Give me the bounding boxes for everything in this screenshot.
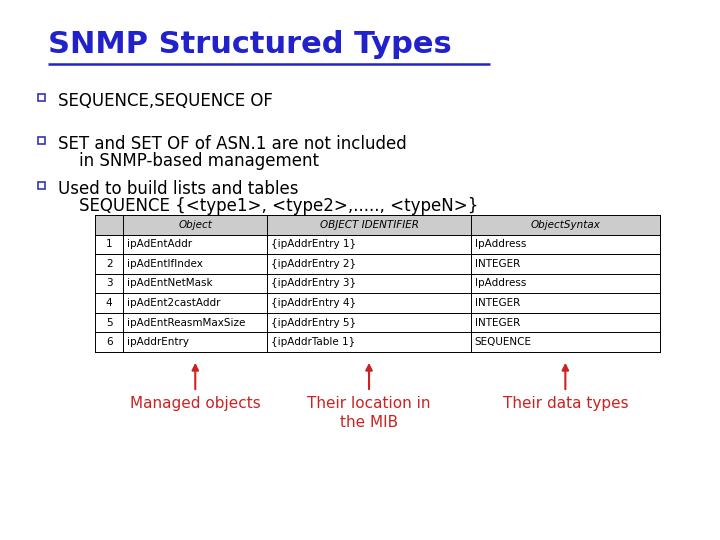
Text: {ipAddrEntry 1}: {ipAddrEntry 1} <box>271 239 356 249</box>
Text: Managed objects: Managed objects <box>130 396 261 411</box>
Text: SET and SET OF of ASN.1 are not included: SET and SET OF of ASN.1 are not included <box>58 135 407 153</box>
Text: 1: 1 <box>106 239 112 249</box>
Text: ipAdEnt2castAddr: ipAdEnt2castAddr <box>127 298 221 308</box>
Text: {ipAddrEntry 2}: {ipAddrEntry 2} <box>271 259 356 269</box>
Text: ObjectSyntax: ObjectSyntax <box>531 220 600 230</box>
Text: SEQUENCE: SEQUENCE <box>474 337 532 347</box>
Text: ipAdEntNetMask: ipAdEntNetMask <box>127 279 213 288</box>
Text: IpAddress: IpAddress <box>474 239 526 249</box>
Text: 3: 3 <box>106 279 112 288</box>
Text: INTEGER: INTEGER <box>474 318 520 328</box>
Text: ipAdEntReasmMaxSize: ipAdEntReasmMaxSize <box>127 318 246 328</box>
Text: ipAddrEntry: ipAddrEntry <box>127 337 189 347</box>
Text: {ipAddrEntry 3}: {ipAddrEntry 3} <box>271 279 356 288</box>
Bar <box>95 215 660 234</box>
Bar <box>38 182 45 189</box>
Text: {ipAddrTable 1}: {ipAddrTable 1} <box>271 337 356 347</box>
Text: INTEGER: INTEGER <box>474 259 520 269</box>
Text: IpAddress: IpAddress <box>474 279 526 288</box>
Text: SEQUENCE {<type1>, <type2>,....., <typeN>}: SEQUENCE {<type1>, <type2>,....., <typeN… <box>58 197 478 215</box>
Text: Object: Object <box>179 220 212 230</box>
Text: ipAdEntAddr: ipAdEntAddr <box>127 239 192 249</box>
Text: Their location in
the MIB: Their location in the MIB <box>307 396 431 430</box>
Text: INTEGER: INTEGER <box>474 298 520 308</box>
Text: Used to build lists and tables: Used to build lists and tables <box>58 180 299 198</box>
Bar <box>38 137 45 144</box>
Text: 2: 2 <box>106 259 112 269</box>
Text: 6: 6 <box>106 337 112 347</box>
Text: OBJECT IDENTIFIER: OBJECT IDENTIFIER <box>320 220 418 230</box>
Bar <box>38 94 45 101</box>
Text: Their data types: Their data types <box>503 396 628 411</box>
Text: SEQUENCE,SEQUENCE OF: SEQUENCE,SEQUENCE OF <box>58 92 273 110</box>
Text: ipAdEntIfIndex: ipAdEntIfIndex <box>127 259 203 269</box>
Text: 5: 5 <box>106 318 112 328</box>
Text: 4: 4 <box>106 298 112 308</box>
Text: {ipAddrEntry 4}: {ipAddrEntry 4} <box>271 298 356 308</box>
Text: SNMP Structured Types: SNMP Structured Types <box>48 30 451 59</box>
Text: {ipAddrEntry 5}: {ipAddrEntry 5} <box>271 318 356 328</box>
Text: in SNMP-based management: in SNMP-based management <box>58 152 319 170</box>
